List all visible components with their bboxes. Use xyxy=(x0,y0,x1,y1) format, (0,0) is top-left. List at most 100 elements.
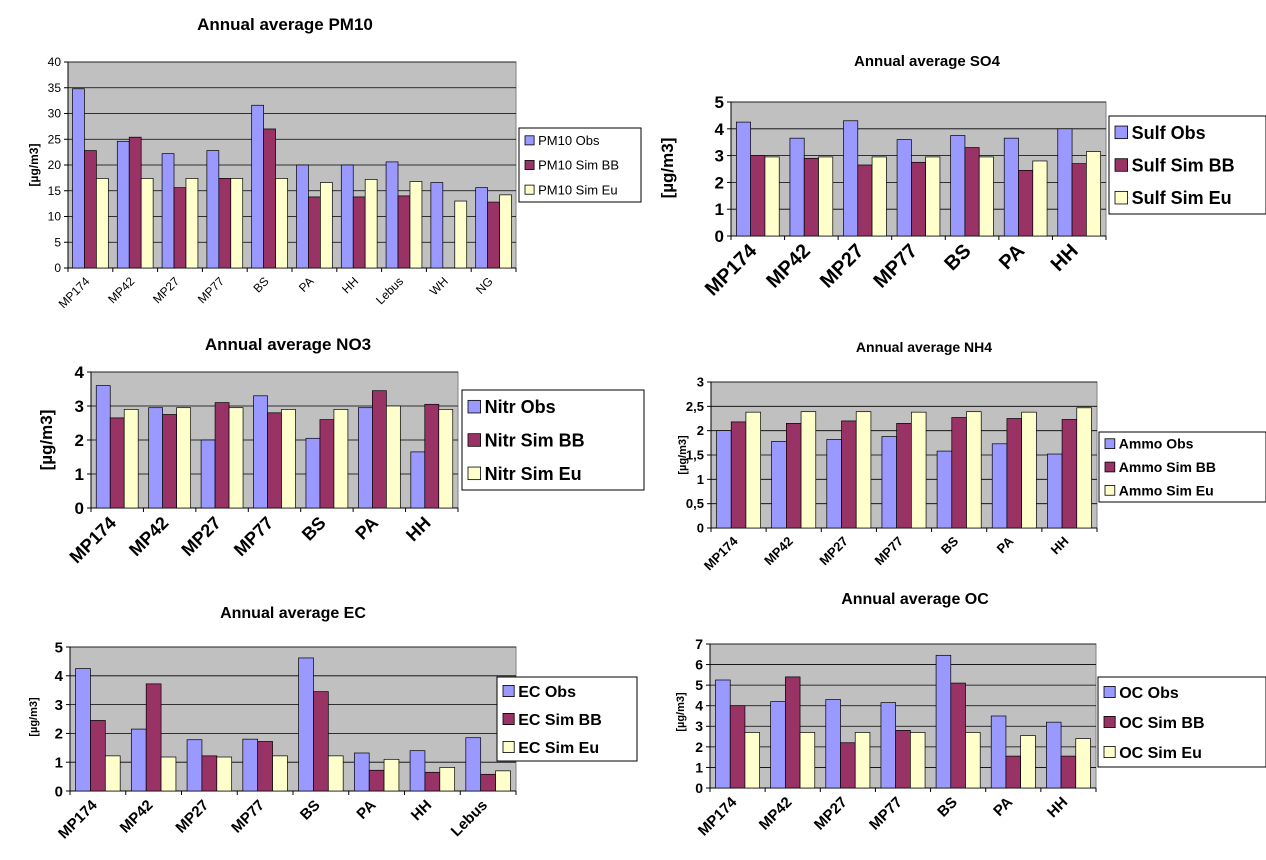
x-tick-label: MP174 xyxy=(66,513,120,567)
chart-title: Annual average SO4 xyxy=(854,53,1001,70)
bar-sulf-sim-bb xyxy=(1071,163,1087,237)
bar-pm10-obs xyxy=(116,140,130,269)
legend-label: EC Sim BB xyxy=(518,712,602,729)
bar-oc-sim-eu xyxy=(910,732,926,789)
bar-nitr-sim-eu xyxy=(123,409,139,509)
bar-ammo-obs xyxy=(881,436,897,529)
x-tick-label: PA xyxy=(296,274,317,295)
bar-nitr-sim-eu xyxy=(385,405,401,509)
y-tick-label: 3 xyxy=(715,147,724,166)
legend-label: OC Obs xyxy=(1119,685,1179,702)
bar-ammo-sim-eu xyxy=(855,411,872,529)
y-axis-label: [µg/m3] xyxy=(28,697,40,737)
bar-nitr-obs xyxy=(253,395,268,509)
bar-nitr-obs xyxy=(305,437,321,509)
x-tick-label: Lebus xyxy=(373,274,406,307)
bar-pm10-sim-bb xyxy=(173,187,187,269)
bar-ec-sim-eu xyxy=(104,755,121,792)
y-tick-label: 4 xyxy=(55,668,64,685)
bar-ec-obs xyxy=(353,752,370,792)
y-tick-label: 0 xyxy=(75,499,84,518)
bar-pm10-sim-bb xyxy=(487,201,500,269)
legend-label: Ammo Sim BB xyxy=(1119,459,1216,475)
bar-nitr-obs xyxy=(95,385,111,509)
x-tick-label: MP42 xyxy=(761,534,796,569)
y-axis-label: [µg/m3] xyxy=(658,138,677,199)
bar-oc-sim-eu xyxy=(965,732,981,789)
bar-pm10-sim-bb xyxy=(128,136,142,269)
bar-ec-sim-bb xyxy=(90,720,106,792)
bar-ec-sim-bb xyxy=(480,773,496,792)
bar-pm10-sim-eu xyxy=(454,200,468,269)
bar-nitr-sim-eu xyxy=(281,409,296,509)
legend-label: Ammo Obs xyxy=(1119,436,1194,452)
bar-ammo-sim-eu xyxy=(1021,411,1037,529)
legend-label: Sulf Obs xyxy=(1132,123,1206,143)
bar-oc-sim-bb xyxy=(729,705,746,789)
bar-oc-sim-eu xyxy=(854,732,871,789)
bar-oc-sim-bb xyxy=(840,742,856,789)
bar-ec-sim-eu xyxy=(216,756,233,792)
x-tick-label: BS xyxy=(940,240,975,275)
legend-label: Sulf Sim Eu xyxy=(1132,188,1232,208)
y-tick-label: 3 xyxy=(75,397,84,416)
bar-pm10-sim-eu xyxy=(364,179,378,269)
y-axis-label: [µg/m3] xyxy=(677,435,689,475)
y-tick-label: 1 xyxy=(55,754,63,771)
legend-label: Sulf Sim BB xyxy=(1132,155,1235,175)
bar-sulf-sim-eu xyxy=(1086,151,1101,237)
bar-oc-sim-bb xyxy=(785,676,801,789)
bar-nitr-obs xyxy=(148,407,164,509)
y-tick-label: 10 xyxy=(48,210,62,224)
y-tick-label: 0 xyxy=(54,261,61,275)
bar-pm10-obs xyxy=(206,150,220,269)
bar-oc-sim-bb xyxy=(950,682,966,789)
bar-sulf-sim-bb xyxy=(911,161,926,237)
bar-sulf-obs xyxy=(1057,128,1073,237)
y-axis-label: [µg/m3] xyxy=(675,692,687,732)
y-tick-label: 35 xyxy=(48,81,62,95)
x-tick-label: MP77 xyxy=(230,513,277,560)
bar-nitr-sim-bb xyxy=(424,403,440,509)
y-tick-label: 2 xyxy=(55,726,63,743)
bar-oc-sim-eu xyxy=(1020,735,1036,789)
y-tick-label: 4 xyxy=(695,698,703,714)
bar-ec-sim-bb xyxy=(145,683,162,792)
x-tick-label: Lebus xyxy=(448,797,491,840)
bar-sulf-obs xyxy=(1003,137,1019,237)
y-tick-label: 1 xyxy=(697,472,704,487)
legend-label: OC Sim BB xyxy=(1119,715,1204,732)
y-tick-label: 2 xyxy=(715,173,724,192)
x-tick-label: MP77 xyxy=(871,534,906,569)
x-tick-label: MP27 xyxy=(172,797,212,837)
legend-box xyxy=(461,389,645,491)
bar-nitr-sim-bb xyxy=(109,417,125,509)
bar-nitr-sim-eu xyxy=(333,409,349,509)
bar-nitr-sim-bb xyxy=(162,414,177,509)
y-tick-label: 20 xyxy=(48,158,62,172)
legend-swatch xyxy=(1114,125,1129,140)
x-tick-label: HH xyxy=(408,797,435,824)
y-tick-label: 0 xyxy=(697,521,704,536)
chart-title: Annual average NO3 xyxy=(205,335,371,354)
bar-nitr-obs xyxy=(200,439,216,509)
bar-oc-obs xyxy=(935,654,952,789)
legend-box xyxy=(518,127,642,203)
bar-sulf-obs xyxy=(789,137,805,237)
y-tick-label: 5 xyxy=(715,93,724,112)
x-tick-label: PA xyxy=(995,240,1029,274)
bar-ec-obs xyxy=(298,657,314,792)
bar-ammo-obs xyxy=(1047,453,1063,529)
bar-ammo-obs xyxy=(716,430,732,529)
y-tick-label: 2 xyxy=(697,423,704,438)
bar-ec-sim-bb xyxy=(368,769,385,792)
y-tick-label: 4 xyxy=(715,120,725,139)
x-tick-label: PA xyxy=(994,533,1017,556)
legend-label: EC Obs xyxy=(518,684,576,701)
bar-pm10-sim-eu xyxy=(230,178,244,269)
legend-label: PM10 Sim BB xyxy=(538,158,619,173)
bar-ec-obs xyxy=(75,668,91,792)
x-tick-label: MP77 xyxy=(866,794,906,834)
x-tick-label: MP77 xyxy=(870,240,923,293)
bar-oc-sim-bb xyxy=(895,730,911,789)
